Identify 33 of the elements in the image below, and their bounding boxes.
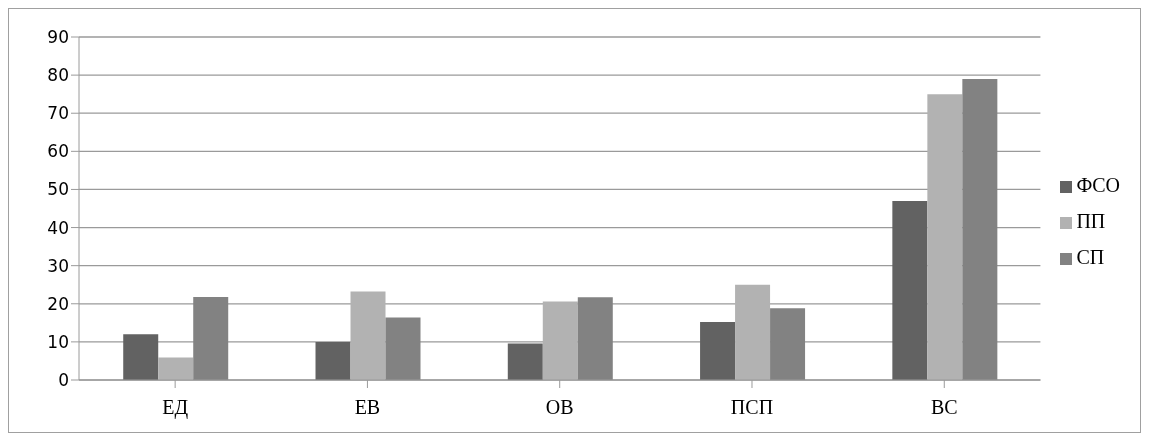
legend-label: СП [1076,245,1105,268]
bar [770,308,806,380]
bar [542,301,578,380]
bar [385,317,421,380]
bar [700,322,736,380]
bar [927,94,963,380]
x-tick-label: ЕВ [354,396,381,419]
y-tick-label: 70 [47,103,69,124]
bar [962,78,998,380]
x-tick-label: ОВ [545,396,574,419]
legend-label: ПП [1076,209,1106,232]
x-tick-label: ВС [930,396,958,419]
bar [350,291,386,380]
y-tick-label: 80 [47,65,69,86]
bar [123,334,159,380]
y-tick-label: 20 [47,293,69,314]
y-tick-label: 10 [47,331,69,352]
bar [158,357,194,380]
bar [193,296,229,380]
x-tick-label: ЕД [162,396,189,420]
bar [735,284,771,380]
y-tick-label: 60 [47,141,69,162]
bar [507,343,543,380]
x-tick-label: ПСП [730,396,774,419]
y-tick-label: 50 [47,179,69,200]
legend-label: ФСО [1076,173,1120,196]
y-tick-label: 30 [47,255,69,276]
y-tick-label: 90 [47,27,69,48]
y-tick-label: 40 [47,217,69,238]
bar [892,200,928,380]
y-tick-label: 0 [58,370,69,391]
bar [577,297,613,380]
bar [315,341,351,380]
